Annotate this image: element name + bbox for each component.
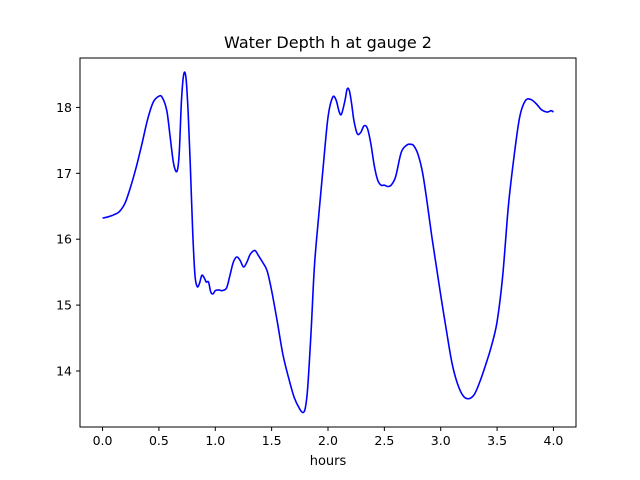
x-tick-label: 1.0 xyxy=(205,433,225,448)
x-tick-label: 0.5 xyxy=(149,433,169,448)
axes-frame xyxy=(79,57,577,428)
y-axis-ticks: 14 15 16 17 18 xyxy=(56,100,80,378)
x-tick-label: 3.0 xyxy=(431,433,451,448)
x-tick-label: 3.5 xyxy=(487,433,507,448)
x-tick-label: 0.0 xyxy=(93,433,113,448)
chart-title: Water Depth h at gauge 2 xyxy=(224,33,432,52)
series-line-water-depth xyxy=(102,71,554,414)
x-axis-label: hours xyxy=(309,454,347,469)
x-tick-label: 1.5 xyxy=(262,433,282,448)
x-tick-label: 2.0 xyxy=(318,433,338,448)
x-tick-label: 4.0 xyxy=(544,433,564,448)
y-tick-label: 15 xyxy=(56,298,72,313)
y-tick-label: 16 xyxy=(56,232,72,247)
y-tick-label: 14 xyxy=(56,363,72,378)
y-tick-label: 18 xyxy=(56,100,72,115)
y-tick-label: 17 xyxy=(56,166,72,181)
x-axis-ticks: 0.0 0.5 1.0 1.5 2.0 2.5 3.0 3.5 4.0 xyxy=(93,427,564,448)
x-tick-label: 2.5 xyxy=(374,433,394,448)
